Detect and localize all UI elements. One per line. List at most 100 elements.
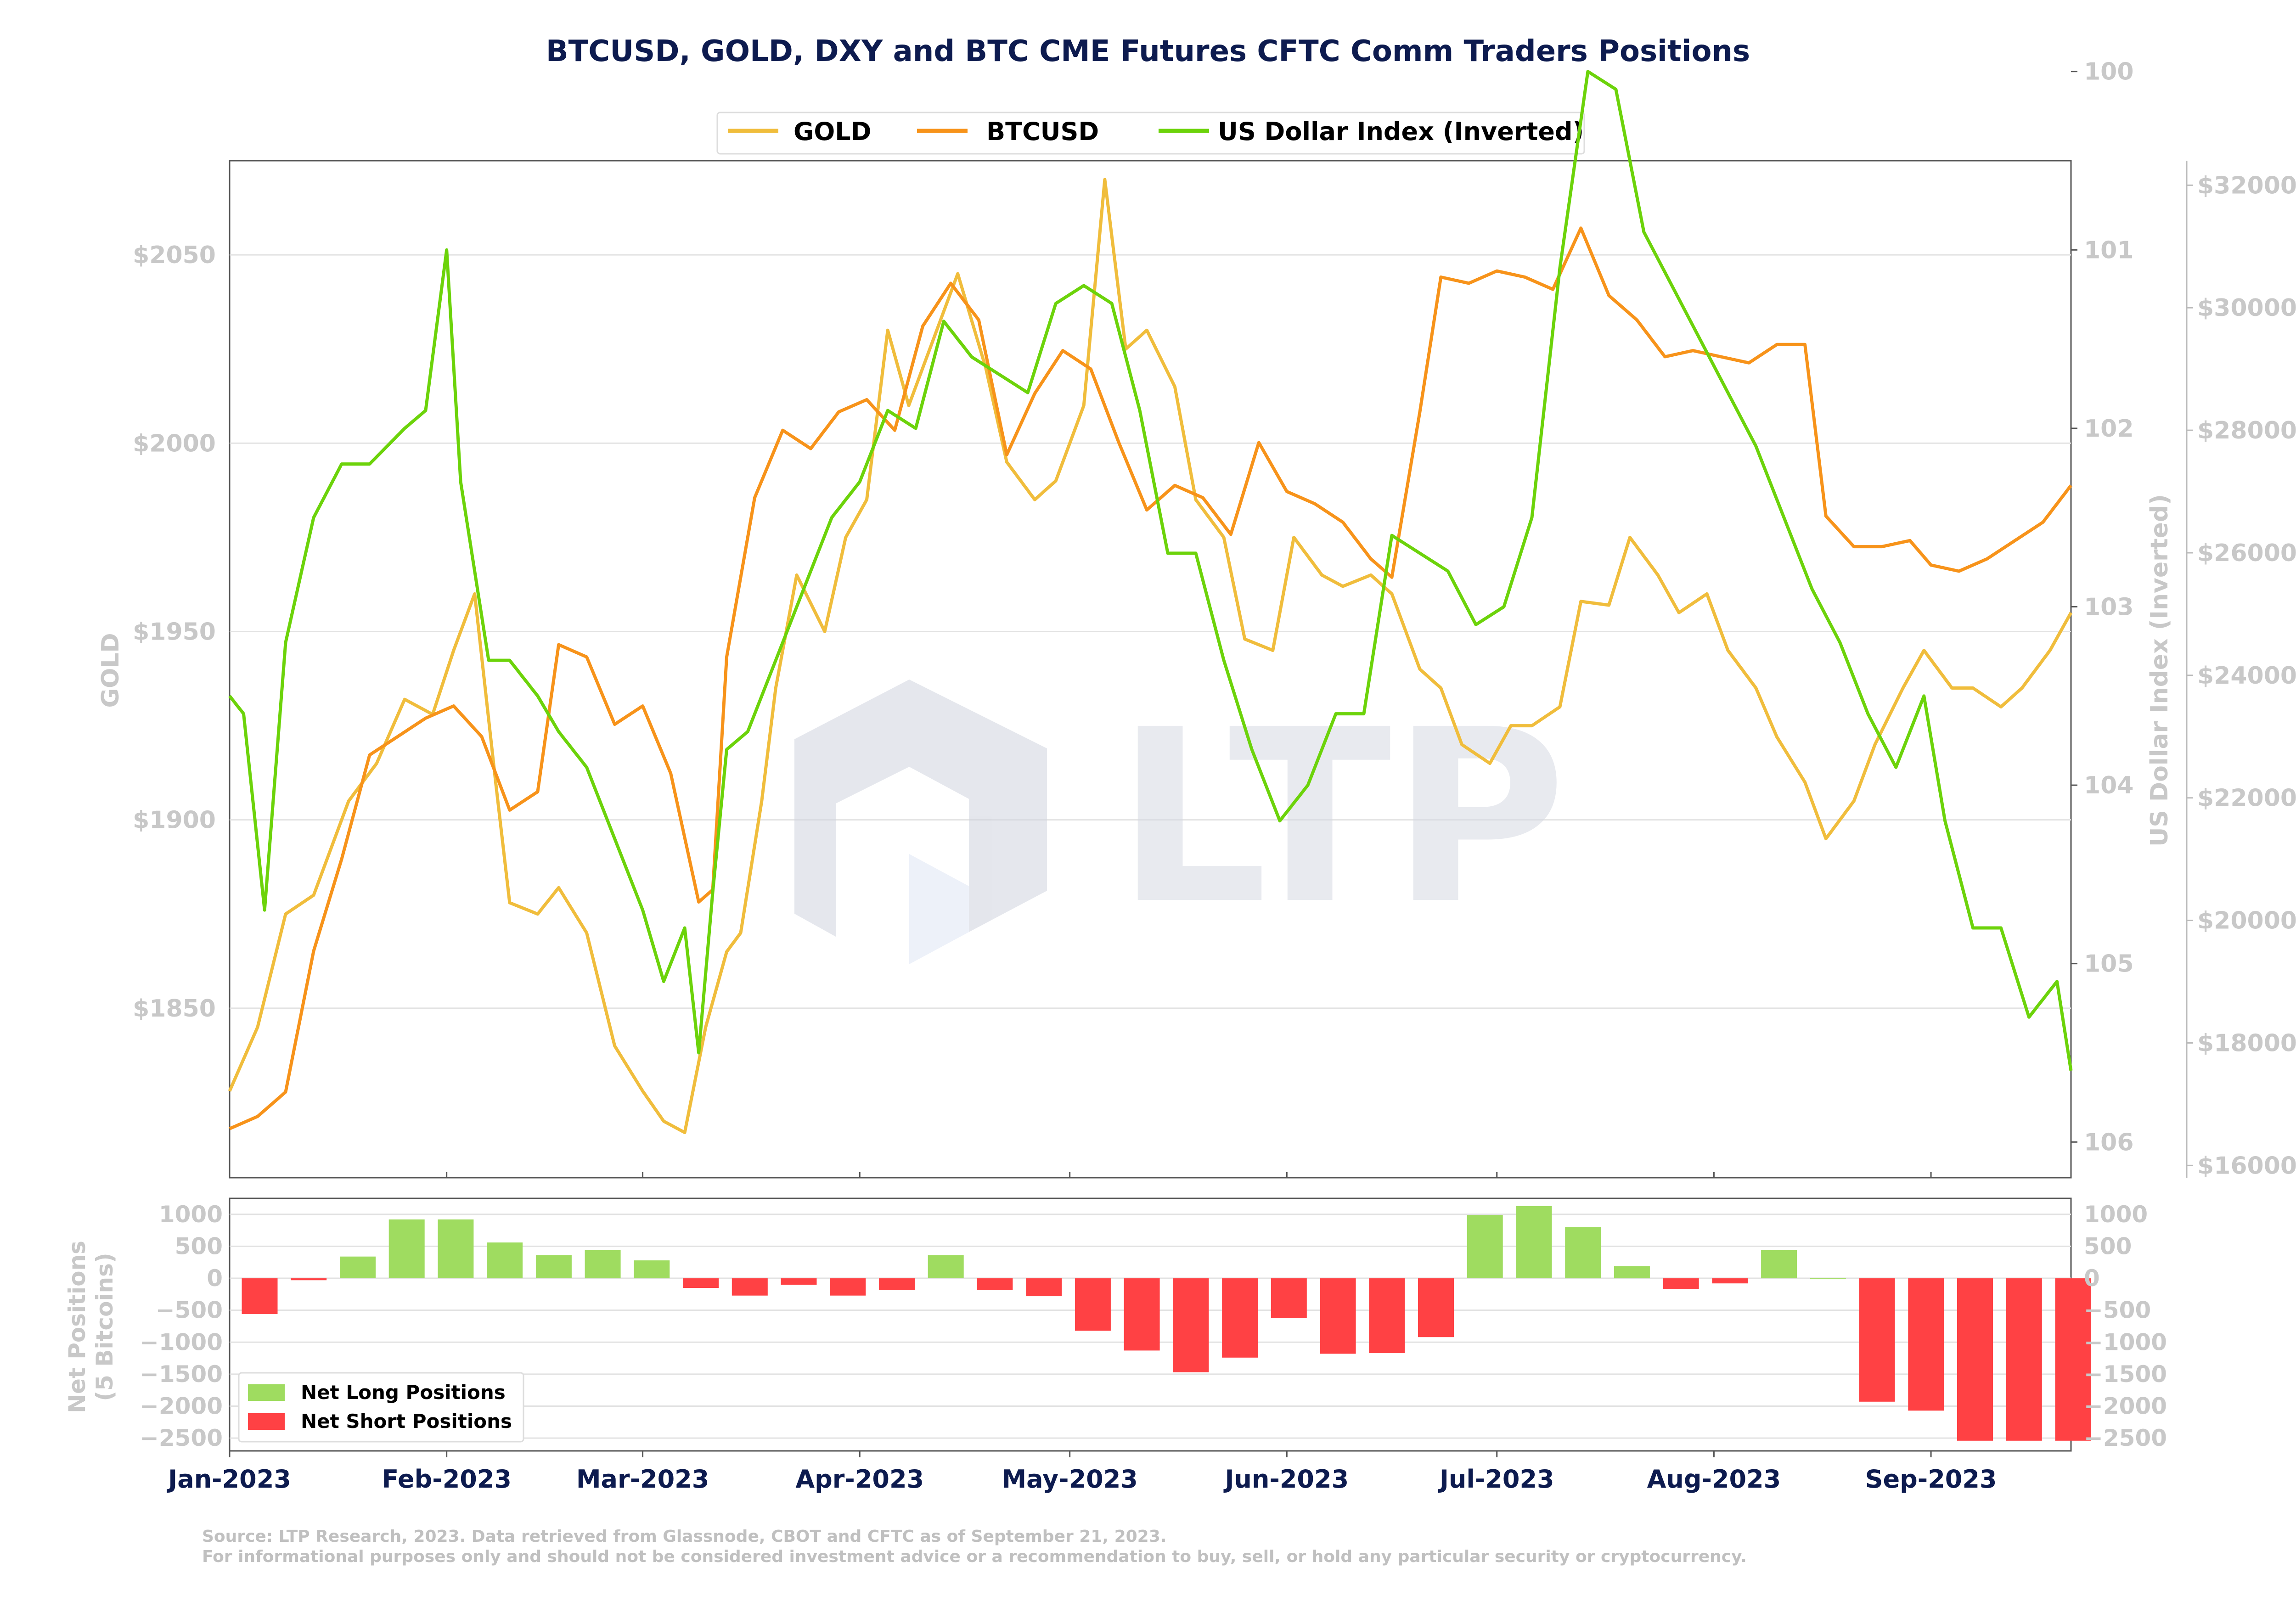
net-long-bar: [438, 1219, 474, 1278]
net-long-bar: [1467, 1215, 1503, 1278]
chart-title: BTCUSD, GOLD, DXY and BTC CME Futures CF…: [546, 34, 1750, 68]
gold-tick-label: $2050: [133, 242, 216, 269]
btc-tick-label: $28000: [2197, 417, 2296, 444]
net-long-bar: [487, 1242, 523, 1279]
top-legend-frame: [716, 112, 1585, 155]
month-tick-label: Jan-2023: [166, 1465, 291, 1494]
dxy-tick-label: 103: [2084, 593, 2134, 621]
net-long-bar: [634, 1260, 670, 1279]
net-short-bar: [1859, 1278, 1895, 1402]
series-lines: [228, 70, 2073, 1135]
net-tick-label-left: 500: [175, 1233, 223, 1259]
dxy-tick-label: 104: [2084, 772, 2134, 799]
net-short-bar: [242, 1278, 278, 1315]
month-tick-label: May-2023: [1002, 1465, 1137, 1494]
net-tick-label-right: −2500: [2084, 1425, 2167, 1451]
dxy-tick-label: 106: [2084, 1129, 2134, 1156]
dxy-tick-label: 102: [2084, 415, 2134, 443]
net-short-bar: [1957, 1278, 1993, 1441]
btc-tick-label: $18000: [2197, 1029, 2296, 1057]
month-tick-label: Feb-2023: [382, 1465, 512, 1494]
net-tick-label-left: 1000: [159, 1201, 223, 1228]
series-line-btcusd: [229, 226, 2072, 1130]
net-tick-label-right: −2000: [2084, 1393, 2167, 1420]
net-short-bar: [291, 1278, 327, 1281]
net-short-bar: [732, 1278, 768, 1296]
net-long-bar: [388, 1219, 425, 1278]
legend-net-short-swatch: [248, 1413, 285, 1430]
net-short-bar: [1222, 1278, 1258, 1358]
month-tick-label: Jul-2023: [1438, 1465, 1554, 1494]
legend-gold-label: GOLD: [793, 117, 871, 146]
net-long-bar: [1761, 1250, 1797, 1279]
month-tick-label: Sep-2023: [1865, 1465, 1997, 1494]
net-tick-label-left: −2500: [140, 1425, 223, 1451]
watermark-logo: [794, 680, 1047, 937]
net-position-bars: [242, 1206, 2091, 1441]
net-short-bar: [830, 1278, 866, 1296]
net-long-bar: [340, 1256, 376, 1278]
gold-axis-label: GOLD: [97, 633, 124, 708]
net-long-bar: [535, 1255, 572, 1278]
net-short-bar: [2055, 1278, 2091, 1441]
btc-tick-label: $20000: [2197, 907, 2296, 935]
lower-plot: 1000 1000 500 500 0 0 −1000 −1000 −2000 −2000 −500…: [140, 1172, 2167, 1494]
top-legend: GOLD BTCUSD US Dollar Index (Inverted): [716, 112, 1585, 155]
dxy-tick-label: 105: [2084, 950, 2134, 978]
gold-tick-label: $1900: [133, 807, 216, 834]
net-tick-label-right: −1500: [2084, 1361, 2167, 1388]
net-long-bar: [585, 1250, 621, 1279]
bottom-legend-frame: [238, 1372, 524, 1443]
month-tick-label: Aug-2023: [1647, 1465, 1781, 1494]
net-tick-label-right: −1000: [2084, 1329, 2167, 1355]
btc-tick-label: $24000: [2197, 662, 2296, 690]
net-short-bar: [977, 1278, 1013, 1290]
dxy-axis-label: US Dollar Index (Inverted): [2146, 494, 2173, 847]
net-short-bar: [683, 1278, 719, 1288]
net-short-bar: [1075, 1278, 1111, 1331]
net-short-bar: [879, 1278, 915, 1290]
net-short-bar: [1320, 1278, 1356, 1354]
legend-btcusd-label: BTCUSD: [986, 117, 1099, 146]
upper-plot-frame: [229, 160, 2072, 1179]
net-short-bar: [1663, 1278, 1699, 1289]
dxy-tick-label: 101: [2084, 236, 2134, 264]
btc-tick-label: $16000: [2197, 1152, 2296, 1180]
net-short-bar: [1369, 1278, 1405, 1353]
month-tick-label: Apr-2023: [795, 1465, 924, 1494]
net-short-bar: [1418, 1278, 1454, 1337]
legend-net-long-swatch: [248, 1384, 285, 1401]
legend-dxy-label: US Dollar Index (Inverted): [1218, 117, 1584, 146]
net-long-bar: [1565, 1227, 1601, 1279]
watermark-logo-inner: [909, 854, 969, 964]
bottom-legend: Net Long Positions Net Short Positions: [238, 1372, 524, 1443]
net-short-bar: [1173, 1278, 1209, 1372]
net-long-bar: [1810, 1278, 1846, 1280]
net-tick-label-right: 500: [2084, 1233, 2132, 1259]
net-tick-label-left: −1500: [140, 1361, 223, 1388]
series-line-gold: [228, 178, 2073, 1135]
gold-axis-ticks: $1850 $1900 $1950 $2000 $2050: [133, 242, 216, 1023]
btc-tick-label: $30000: [2197, 294, 2296, 322]
watermark-text: LTP: [1116, 678, 1566, 956]
net-tick-label-left: −500: [156, 1297, 223, 1324]
btc-tick-label: $26000: [2197, 539, 2296, 567]
btc-axis-ticks: $16000 $18000 $20000 $22000 $24000 $26000 $280…: [2187, 172, 2296, 1180]
month-tick-label: Jun-2023: [1223, 1465, 1349, 1494]
watermark: LTP: [794, 678, 1566, 964]
net-long-bar: [928, 1255, 964, 1278]
btc-tick-label: $22000: [2197, 785, 2296, 812]
net-tick-label-left: −1000: [140, 1329, 223, 1355]
source-line-2: For informational purposes only and shou…: [202, 1547, 1747, 1566]
net-short-bar: [1026, 1278, 1062, 1297]
net-long-bar: [1516, 1206, 1552, 1278]
month-tick-label: Mar-2023: [576, 1465, 709, 1494]
net-short-bar: [2006, 1278, 2042, 1441]
btc-axis: $16000 $18000 $20000 $22000 $24000 $26000 $280…: [2186, 161, 2296, 1180]
legend-net-long-label: Net Long Positions: [301, 1381, 506, 1404]
net-axis-label-line1: Net Positions: [64, 1241, 90, 1413]
net-tick-label-right: −500: [2084, 1297, 2151, 1324]
month-axis-ticks: Jan-2023 Feb-2023 Mar-2023 Apr-2023 May-2023…: [166, 1172, 1997, 1494]
net-short-bar: [781, 1278, 817, 1285]
